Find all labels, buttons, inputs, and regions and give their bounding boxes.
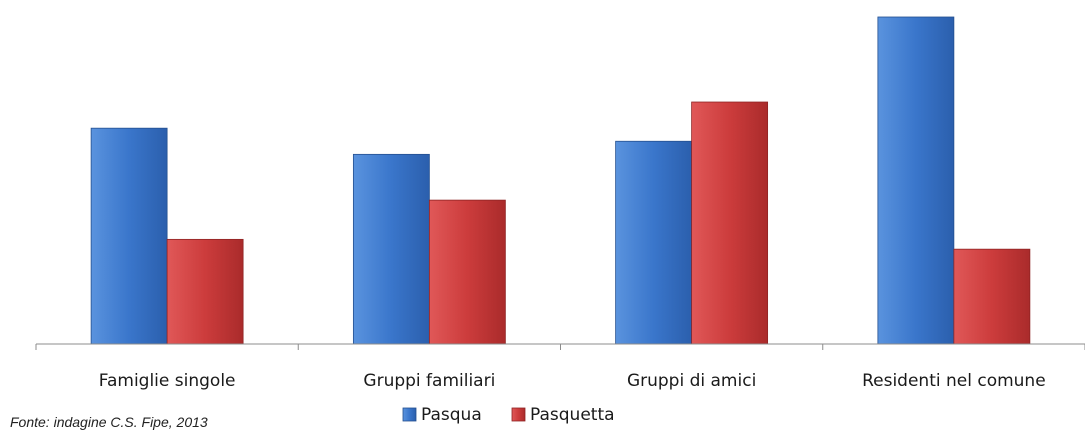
x-tick-label-famiglie-singole: Famiglie singole xyxy=(99,371,236,391)
x-axis-labels: Famiglie singole Gruppi familiari Gruppi d… xyxy=(99,371,1046,391)
bar-pasquetta-gruppi-di-amici xyxy=(691,101,769,345)
bar-pasqua-gruppi-di-amici xyxy=(615,140,693,345)
x-tick-label-residenti-nel-comune: Residenti nel comune xyxy=(862,371,1046,391)
bar-pasqua-gruppi-familiari xyxy=(352,153,430,345)
x-tick-label-gruppi-di-amici: Gruppi di amici xyxy=(627,371,756,391)
bar-pasqua-famiglie-singole xyxy=(90,127,168,345)
legend-label-pasqua: Pasqua xyxy=(421,405,482,425)
legend-swatch-pasquetta xyxy=(511,407,526,422)
source-note: Fonte: indagine C.S. Fipe, 2013 xyxy=(10,414,208,430)
legend: Pasqua Pasquetta xyxy=(402,405,615,425)
x-tick-label-gruppi-familiari: Gruppi familiari xyxy=(363,371,495,391)
bar-pasquetta-famiglie-singole xyxy=(166,238,244,345)
legend-label-pasquetta: Pasquetta xyxy=(530,405,615,425)
legend-swatch-pasqua xyxy=(402,407,417,422)
x-axis-ticks xyxy=(35,344,1085,350)
bar-pasquetta-residenti-nel-comune xyxy=(953,248,1031,345)
bar-pasquetta-gruppi-familiari xyxy=(428,199,506,345)
bars-layer xyxy=(90,16,1031,345)
bar-pasqua-residenti-nel-comune xyxy=(877,16,955,345)
